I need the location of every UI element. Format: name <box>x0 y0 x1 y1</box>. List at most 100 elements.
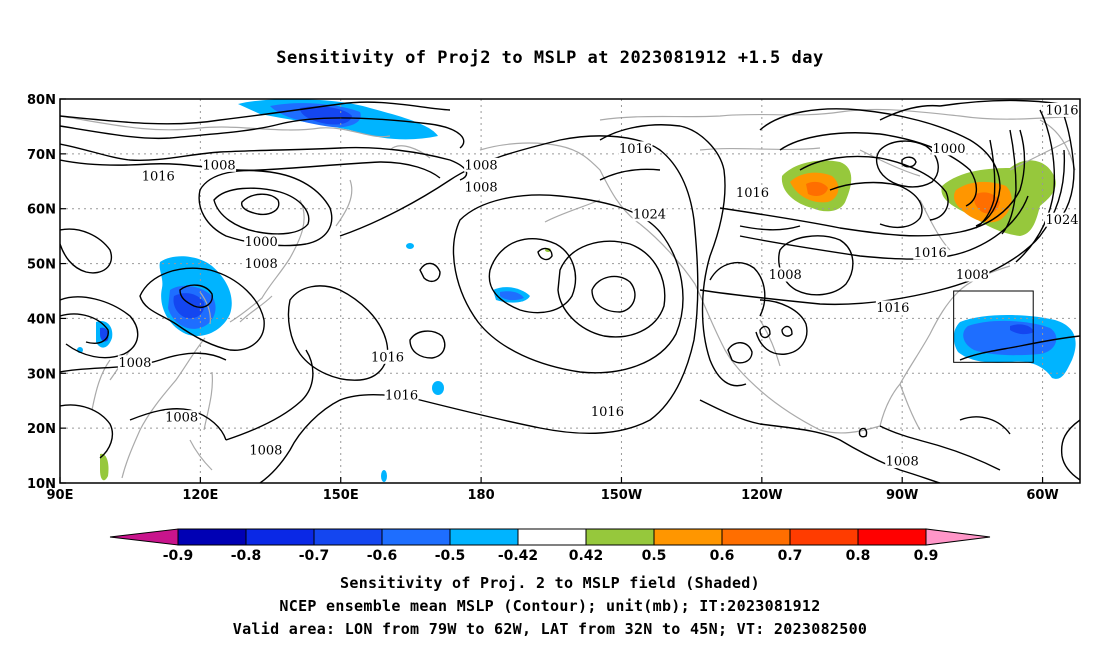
lon-tick-label: 120E <box>182 488 218 503</box>
isobar <box>727 299 808 364</box>
contour-label-bg <box>202 157 237 172</box>
colorbar-label: -0.8 <box>231 548 262 564</box>
isobar <box>599 124 747 387</box>
shade-negative <box>300 106 352 125</box>
colorbar-swatch <box>857 528 927 546</box>
coastline-kamchatka <box>335 145 431 227</box>
shade-negative <box>432 381 444 395</box>
shade-negative <box>963 320 1057 356</box>
lon-tick-label: 90W <box>886 488 918 503</box>
colorbar-swatch <box>653 528 723 546</box>
isobar <box>179 284 213 308</box>
contour-label: 1024 <box>1045 213 1078 228</box>
contour-label-bg <box>384 388 419 403</box>
coastline-arctic-canada <box>599 108 1080 251</box>
isobar <box>60 143 468 181</box>
isobar <box>591 275 636 313</box>
sensitivity-map: 1016 1008 1008 1008 1000 1008 1016 1016 1024 1000… <box>27 93 1081 564</box>
colorbar-label: -0.42 <box>498 548 538 564</box>
contour-label: 1016 <box>1045 103 1078 118</box>
contour-labels: 1016 1008 1008 1008 1000 1008 1016 1016 1024 1000… <box>117 102 1079 470</box>
contour-label: 1000 <box>932 142 965 157</box>
shade-negative <box>500 291 524 301</box>
contour-label-bg <box>248 443 283 458</box>
isobar <box>537 247 553 261</box>
colorbar-label: -0.9 <box>163 548 194 564</box>
colorbar-swatch <box>721 528 791 546</box>
lat-tick-label: 30N <box>27 367 56 382</box>
isobar <box>858 416 1080 481</box>
shade-negative <box>1010 324 1034 335</box>
isobar <box>875 140 939 188</box>
sensitivity-shading <box>77 99 1076 482</box>
isobar <box>557 240 666 338</box>
isobar <box>959 335 1080 361</box>
isobar <box>60 349 314 459</box>
valid-area-box <box>953 290 1034 363</box>
colorbar-swatch <box>313 528 383 546</box>
latitude-axis: 10N 20N 30N 40N 50N 60N 70N 80N <box>27 93 66 492</box>
colorbar-swatch <box>789 528 859 546</box>
grid-lines <box>60 99 1080 483</box>
lon-tick-label: 120W <box>741 488 782 503</box>
contour-label-bg <box>590 404 625 419</box>
colorbar-label: 0.5 <box>642 548 667 564</box>
isobar <box>60 228 113 274</box>
contour-label: 1008 <box>165 411 198 426</box>
isobar <box>198 169 333 247</box>
contour-label-bg <box>164 410 199 425</box>
colorbar-label: -0.6 <box>367 548 398 564</box>
colorbar-high-triangle <box>925 528 991 546</box>
colorbar-label: 0.42 <box>569 548 604 564</box>
contour-label-bg <box>370 349 405 364</box>
lon-tick-label: 90E <box>47 488 74 503</box>
contour-label: 1016 <box>142 169 175 184</box>
lat-tick-label: 10N <box>27 477 56 492</box>
shade-negative <box>381 470 387 482</box>
contour-label-bg <box>244 256 279 271</box>
colorbar-swatch <box>381 528 451 546</box>
contour-label-bg <box>955 267 990 282</box>
contour-label-bg <box>464 157 499 172</box>
contour-label-bg <box>875 300 910 315</box>
lat-tick-label: 40N <box>27 312 56 327</box>
chart-title: Sensitivity of Proj2 to MSLP at 20230819… <box>276 48 824 68</box>
contour-label-bg <box>885 454 920 469</box>
contour-label: 1008 <box>769 268 802 283</box>
colorbar-label: 0.7 <box>778 548 803 564</box>
colorbar-swatch <box>517 528 587 546</box>
contour-label: 1008 <box>245 257 278 272</box>
contour-label-bg <box>244 234 279 249</box>
lon-tick-label: 60W <box>1026 488 1058 503</box>
colorbar-label: -0.5 <box>435 548 466 564</box>
contour-label-bg <box>735 185 770 200</box>
colorbar-swatch <box>177 528 247 546</box>
isobar <box>599 104 941 181</box>
isobar <box>60 296 139 359</box>
contour-label: 1008 <box>886 455 919 470</box>
isobar <box>60 101 451 125</box>
shade-positive <box>806 181 828 196</box>
shade-negative <box>173 293 205 319</box>
contour-label: 1016 <box>619 142 652 157</box>
isobar <box>60 117 465 149</box>
contour-label: 1008 <box>956 268 989 283</box>
contour-label: 1016 <box>876 301 909 316</box>
contour-label: 1016 <box>591 405 624 420</box>
isobar <box>488 237 577 314</box>
lon-tick-label: 150W <box>601 488 642 503</box>
contour-label: 1008 <box>118 356 151 371</box>
contour-label-bg <box>464 179 499 194</box>
lat-tick-label: 50N <box>27 258 56 273</box>
colorbar-swatch <box>449 528 519 546</box>
shade-positive <box>974 192 1000 214</box>
caption-line-3: Valid area: LON from 79W to 62W, LAT fro… <box>232 620 868 638</box>
contour-label: 1016 <box>914 246 947 261</box>
isobar <box>241 193 280 216</box>
contour-label-bg <box>141 168 176 183</box>
shade-negative <box>406 243 414 249</box>
colorbar-swatch <box>585 528 655 546</box>
lat-tick-label: 20N <box>27 422 56 437</box>
colorbar: -0.9 -0.8 -0.7 -0.6 -0.5 -0.42 0.42 0.5 0.6 0.7 0.… <box>109 528 991 564</box>
contour-label: 1008 <box>465 180 498 195</box>
